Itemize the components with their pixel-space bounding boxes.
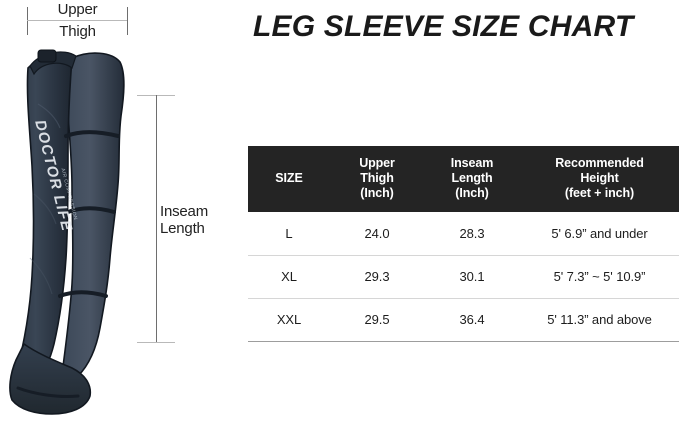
cell-thigh: 24.0 xyxy=(330,212,424,256)
measure-line-horizontal xyxy=(27,20,128,21)
cell-thigh: 29.3 xyxy=(330,255,424,299)
column-header-upper-thigh-line2: Thigh xyxy=(360,171,394,185)
measure-line-vertical xyxy=(156,95,157,343)
column-header-recommended-height: Recommended Height (feet + inch) xyxy=(520,146,679,212)
cell-inseam: 28.3 xyxy=(424,212,520,256)
cell-thigh: 29.5 xyxy=(330,298,424,342)
cell-size: XL xyxy=(248,255,330,299)
cell-height: 5' 6.9” and under xyxy=(520,212,679,256)
fabric-fold-3 xyxy=(29,257,53,295)
column-header-recommended-height-line3: (feet + inch) xyxy=(564,186,635,200)
column-header-upper-thigh-line3: (Inch) xyxy=(360,186,394,200)
sleeve-back-panel xyxy=(61,52,125,377)
inseam-length-measure-bracket xyxy=(137,95,175,343)
column-header-inseam-length: Inseam Length (Inch) xyxy=(424,146,520,212)
column-header-inseam-length-line3: (Inch) xyxy=(455,186,489,200)
sleeve-buckle xyxy=(37,49,57,63)
column-header-size-text: SIZE xyxy=(275,171,303,185)
inseam-length-label: Inseam Length xyxy=(160,203,208,237)
table-row: XL 29.3 30.1 5' 7.3” ~ 5' 10.9” xyxy=(248,255,679,299)
column-header-size: SIZE xyxy=(248,146,330,212)
cell-inseam: 36.4 xyxy=(424,298,520,342)
measure-cap-right xyxy=(127,7,128,35)
leg-sleeve-illustration xyxy=(9,49,125,415)
sleeve-front-panel xyxy=(15,54,73,394)
cell-size: XXL xyxy=(248,298,330,342)
fabric-fold-2 xyxy=(33,193,57,225)
column-header-upper-thigh: Upper Thigh (Inch) xyxy=(330,146,424,212)
column-header-inseam-length-line1: Inseam xyxy=(450,156,494,170)
product-diagram: DOCTOR LIFE AIR COMPRESSION Upper Thigh … xyxy=(0,0,248,423)
size-chart-table: SIZE Upper Thigh (Inch) Inseam Length (I… xyxy=(248,146,679,342)
table-row: XXL 29.5 36.4 5' 11.3” and above xyxy=(248,298,679,342)
sleeve-seam-1 xyxy=(64,130,120,138)
cell-height: 5' 7.3” ~ 5' 10.9” xyxy=(520,255,679,299)
column-header-upper-thigh-line1: Upper xyxy=(359,156,395,170)
foot-seam xyxy=(16,386,80,398)
sleeve-seam-2 xyxy=(66,206,116,214)
upper-thigh-measure-bracket xyxy=(27,7,128,35)
measure-cap-left xyxy=(27,7,28,35)
table-header-row: SIZE Upper Thigh (Inch) Inseam Length (I… xyxy=(248,146,679,212)
cell-height: 5' 11.3” and above xyxy=(520,298,679,342)
column-header-recommended-height-line2: Height xyxy=(580,171,619,185)
table-header: SIZE Upper Thigh (Inch) Inseam Length (I… xyxy=(248,146,679,212)
cell-size: L xyxy=(248,212,330,256)
upper-thigh-label-line1: Upper xyxy=(57,1,98,18)
fabric-fold-1 xyxy=(37,103,61,129)
column-header-recommended-height-line1: Recommended xyxy=(555,156,644,170)
page-title: LEG SLEEVE SIZE CHART xyxy=(253,10,634,43)
table-row: L 24.0 28.3 5' 6.9” and under xyxy=(248,212,679,256)
product-image: DOCTOR LIFE AIR COMPRESSION xyxy=(8,44,144,419)
measure-cap-bottom xyxy=(137,342,175,343)
cell-inseam: 30.1 xyxy=(424,255,520,299)
sleeve-seam-3 xyxy=(58,290,108,298)
table-body: L 24.0 28.3 5' 6.9” and under XL 29.3 30… xyxy=(248,212,679,342)
upper-thigh-label-line2: Thigh xyxy=(59,23,96,40)
column-header-inseam-length-line2: Length xyxy=(451,171,493,185)
